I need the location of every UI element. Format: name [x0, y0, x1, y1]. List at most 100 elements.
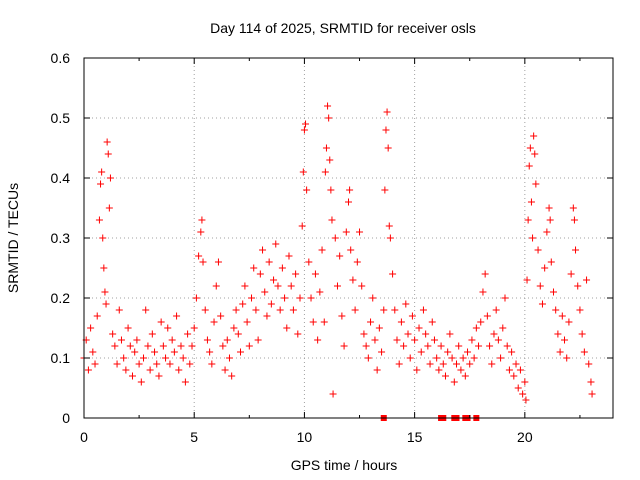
data-point	[583, 276, 591, 284]
chart-title: Day 114 of 2025, SRMTID for receiver osl…	[210, 20, 476, 36]
data-point	[481, 270, 489, 278]
data-point	[91, 360, 99, 368]
data-point	[104, 150, 112, 158]
data-point	[298, 222, 306, 230]
data-point	[302, 120, 310, 128]
data-point	[113, 360, 121, 368]
data-point	[243, 318, 251, 326]
data-point	[457, 366, 465, 374]
data-point	[179, 354, 187, 362]
data-point	[303, 186, 311, 194]
data-point	[580, 348, 588, 356]
data-point	[508, 348, 516, 356]
data-point	[503, 342, 511, 350]
data-point	[89, 348, 97, 356]
data-point	[98, 168, 106, 176]
data-point	[166, 360, 174, 368]
data-point	[311, 270, 319, 278]
data-point	[276, 306, 284, 314]
data-point	[519, 390, 527, 398]
data-point	[543, 228, 551, 236]
data-point	[322, 144, 330, 152]
data-point	[307, 294, 315, 302]
data-point	[188, 342, 196, 350]
data-point	[538, 300, 546, 308]
data-point	[530, 132, 538, 140]
data-point	[525, 162, 533, 170]
data-point	[378, 348, 386, 356]
data-point	[472, 324, 480, 332]
x-tick-label: 5	[190, 429, 198, 445]
data-point	[259, 246, 267, 254]
data-point	[217, 312, 225, 320]
data-point	[241, 282, 249, 290]
data-point	[382, 126, 390, 134]
data-point	[527, 198, 535, 206]
data-point	[446, 330, 454, 338]
data-point	[574, 282, 582, 290]
data-point	[223, 336, 231, 344]
data-point	[385, 222, 393, 230]
data-point	[488, 360, 496, 368]
data-point	[300, 126, 308, 134]
data-point	[587, 378, 595, 386]
data-point	[198, 216, 206, 224]
data-point	[126, 342, 134, 350]
data-point	[325, 114, 333, 122]
data-point	[375, 324, 383, 332]
data-point	[576, 306, 584, 314]
data-point	[103, 138, 111, 146]
data-point	[329, 390, 337, 398]
data-point	[349, 276, 357, 284]
y-tick-label: 0.1	[51, 350, 71, 366]
data-point	[265, 258, 273, 266]
data-point	[153, 360, 161, 368]
data-point	[289, 306, 297, 314]
data-point	[203, 336, 211, 344]
data-point	[146, 366, 154, 374]
data-point	[468, 336, 476, 344]
data-point	[483, 312, 491, 320]
data-point	[111, 342, 119, 350]
data-point	[411, 336, 419, 344]
data-point	[572, 246, 580, 254]
data-point	[162, 354, 170, 362]
data-point	[464, 348, 472, 356]
data-point	[186, 360, 194, 368]
data-point	[175, 366, 183, 374]
data-point	[230, 324, 238, 332]
data-point	[333, 282, 341, 290]
data-point	[578, 330, 586, 338]
data-point	[342, 228, 350, 236]
data-point	[505, 366, 513, 374]
data-points	[80, 102, 596, 421]
data-point	[270, 276, 278, 284]
data-point	[292, 270, 300, 278]
data-point	[532, 180, 540, 188]
data-point	[278, 264, 286, 272]
data-point	[122, 366, 130, 374]
data-point	[588, 390, 596, 398]
data-point	[263, 312, 271, 320]
data-point	[477, 318, 485, 326]
data-point	[567, 270, 575, 278]
data-point	[435, 366, 443, 374]
data-point	[128, 372, 136, 380]
data-point	[296, 294, 304, 302]
data-point	[192, 294, 200, 302]
data-point	[87, 324, 95, 332]
data-point	[371, 336, 379, 344]
data-point	[521, 378, 529, 386]
data-point	[381, 186, 389, 194]
grid	[84, 58, 613, 418]
data-point	[102, 300, 110, 308]
data-point	[353, 258, 361, 266]
data-point	[326, 156, 334, 164]
data-point	[356, 228, 364, 236]
data-point	[373, 366, 381, 374]
data-point	[234, 330, 242, 338]
data-point	[137, 378, 145, 386]
data-point	[526, 144, 534, 152]
data-point	[316, 288, 324, 296]
